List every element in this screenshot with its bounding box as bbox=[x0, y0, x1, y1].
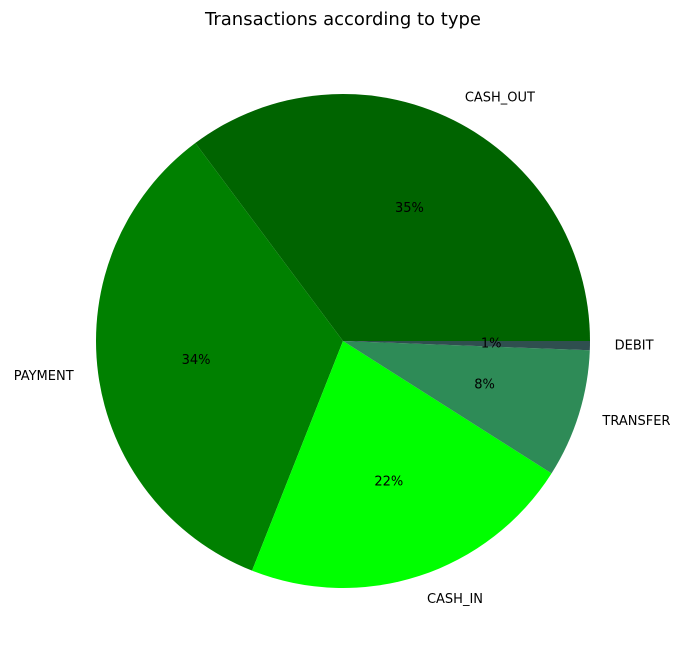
labels-group: CASH_OUT 35% PAYMENT 34% CASH_IN 22% TRANSFER 8… bbox=[14, 91, 671, 607]
slice-label-debit: DEBIT bbox=[615, 339, 654, 354]
pie-slice-cash-out bbox=[195, 94, 590, 342]
percent-label-transfer: 8% bbox=[474, 378, 495, 393]
slices-group bbox=[96, 94, 590, 588]
slice-label-cash-in: CASH_IN bbox=[427, 592, 483, 607]
slice-label-cash-out: CASH_OUT bbox=[465, 91, 535, 106]
slice-label-transfer: TRANSFER bbox=[601, 414, 670, 429]
pie-slice-cash-in bbox=[252, 341, 552, 588]
pie-slice-payment bbox=[96, 143, 343, 571]
pie-slice-transfer bbox=[343, 341, 590, 474]
percent-label-cash-in: 22% bbox=[374, 474, 403, 489]
percent-label-payment: 34% bbox=[182, 353, 211, 368]
pie-slice-debit bbox=[343, 341, 590, 351]
chart-title: Transactions according to type bbox=[204, 9, 481, 30]
slice-label-payment: PAYMENT bbox=[14, 369, 74, 384]
percent-label-cash-out: 35% bbox=[395, 201, 424, 216]
percent-label-debit: 1% bbox=[481, 336, 502, 351]
